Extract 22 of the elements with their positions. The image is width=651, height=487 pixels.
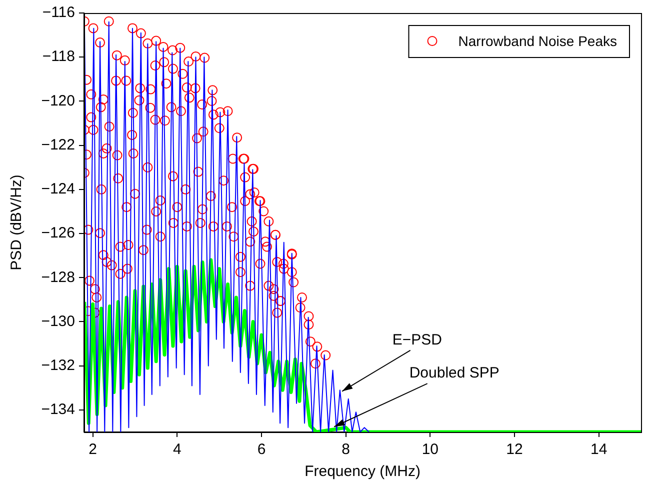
y-tick-label: −120 [41, 92, 75, 110]
y-tick-label: −128 [41, 268, 75, 286]
y-tick-label: −132 [41, 356, 75, 374]
x-tick-label: 8 [342, 441, 350, 458]
y-tick-label: −134 [41, 401, 75, 418]
y-tick-label: −130 [41, 312, 75, 330]
x-tick-label: 14 [590, 441, 608, 458]
x-tick-label: 2 [88, 441, 98, 458]
x-tick-label: 4 [173, 441, 182, 458]
x-tick-label: 12 [506, 441, 523, 458]
x-tick-label: 6 [257, 441, 266, 458]
x-axis-title: Frequency (MHz) [304, 463, 420, 480]
x-tick-label: 10 [422, 441, 439, 458]
y-axis-title: PSD (dBV/Hz) [8, 174, 26, 270]
y-tick-label: −124 [41, 180, 75, 198]
y-tick-label: −126 [41, 224, 75, 242]
legend-label: Narrowband Noise Peaks [458, 32, 618, 49]
annotation: E−PSD [392, 331, 442, 348]
annotation: Doubled SPP [409, 364, 500, 382]
y-tick-label: −122 [41, 136, 75, 154]
y-tick-label: −116 [42, 4, 75, 22]
y-tick-label: −118 [42, 48, 75, 66]
